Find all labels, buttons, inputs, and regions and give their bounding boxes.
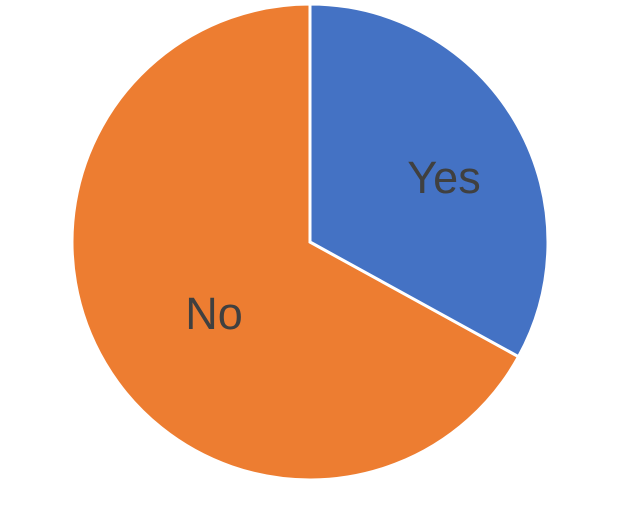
pie-slice-labels-group: Yes No bbox=[185, 152, 480, 339]
pie-slices-group bbox=[70, 2, 550, 482]
pie-slice-label-no: No bbox=[185, 288, 243, 339]
pie-slice-no[interactable] bbox=[70, 2, 521, 482]
pie-slice-yes[interactable] bbox=[308, 2, 550, 359]
pie-slice-label-yes: Yes bbox=[407, 152, 480, 203]
